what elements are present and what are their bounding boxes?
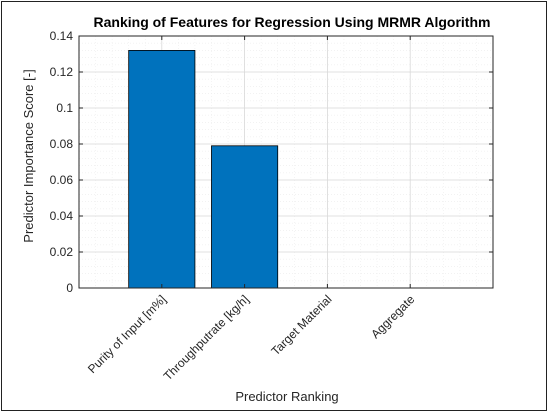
plot-area-border (78, 35, 494, 289)
bar (128, 50, 196, 289)
y-tick-label: 0 (66, 281, 73, 295)
figure-frame: 0 0.02 0.04 0.06 0.08 0.1 0.12 0.14 Purity of I… (1, 1, 547, 411)
y-tick-label: 0.06 (50, 173, 74, 187)
y-tick-label: 0.1 (56, 101, 73, 115)
bar (211, 145, 279, 289)
x-axis-label: Predictor Ranking (235, 389, 338, 404)
y-tick-label: 0.08 (50, 137, 74, 151)
y-tick-label: 0.04 (50, 209, 74, 223)
bar-chart: 0 0.02 0.04 0.06 0.08 0.1 0.12 0.14 Purity of I… (21, 14, 494, 404)
x-tick-label: Aggregate (368, 292, 417, 341)
y-tick-label: 0.02 (50, 245, 74, 259)
y-axis-ticks: 0 0.02 0.04 0.06 0.08 0.1 0.12 0.14 (50, 29, 493, 295)
y-tick-label: 0.14 (50, 29, 74, 43)
chart-title: Ranking of Features for Regression Using… (94, 14, 491, 30)
x-tick-label: Throughputrate [kg/h] (161, 292, 252, 383)
x-tick-label: Target Material (268, 292, 334, 358)
bars (128, 50, 279, 289)
y-axis-label: Predictor Importance Score [-] (21, 69, 36, 242)
y-tick-label: 0.12 (50, 65, 74, 79)
x-tick-label: Purity of Input [m%] (85, 292, 169, 376)
